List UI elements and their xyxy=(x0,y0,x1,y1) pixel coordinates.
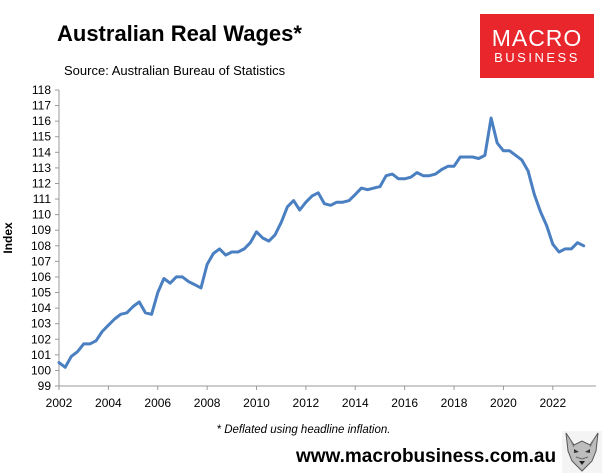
y-tick-label: 117 xyxy=(32,99,51,113)
logo-top-text: MACRO xyxy=(491,25,583,51)
website-link[interactable]: www.macrobusiness.com.au xyxy=(296,446,557,467)
wolf-icon xyxy=(562,431,602,473)
y-tick-label: 116 xyxy=(32,114,51,128)
series-line-real-wages xyxy=(57,116,586,369)
y-tick-label: 107 xyxy=(31,254,51,268)
y-axis-title: Index xyxy=(1,222,15,254)
y-tick-label: 110 xyxy=(32,208,51,222)
chart-subtitle: Source: Australian Bureau of Statistics xyxy=(64,63,286,78)
x-tick-label: 2014 xyxy=(342,396,369,410)
y-tick-label: 104 xyxy=(31,301,51,315)
x-tick-label: 2016 xyxy=(391,396,418,410)
y-tick-label: 100 xyxy=(31,363,51,377)
x-tick-label: 2008 xyxy=(194,396,221,410)
series-group xyxy=(57,116,586,369)
y-tick-label: 115 xyxy=(32,130,51,144)
y-tick-label: 99 xyxy=(38,379,52,393)
x-tick-label: 2018 xyxy=(441,396,468,410)
x-tick-label: 2010 xyxy=(243,396,270,410)
macrobusiness-logo: MACRO BUSINESS xyxy=(480,14,594,78)
y-tick-label: 114 xyxy=(32,145,51,159)
chart-title: Australian Real Wages* xyxy=(57,21,302,46)
y-tick-label: 109 xyxy=(31,223,51,237)
x-tick-label: 2002 xyxy=(46,396,73,410)
y-tick-label: 106 xyxy=(31,270,51,284)
y-tick-label: 118 xyxy=(32,83,51,97)
logo-bottom-text: BUSINESS xyxy=(494,50,580,65)
y-tick-label: 102 xyxy=(31,332,51,346)
x-tick-label: 2022 xyxy=(539,396,566,410)
x-tick-label: 2020 xyxy=(490,396,517,410)
y-tick-label: 112 xyxy=(32,176,51,190)
x-tick-label: 2004 xyxy=(95,396,122,410)
y-tick-label: 103 xyxy=(31,317,51,331)
y-tick-label: 111 xyxy=(33,192,52,206)
x-tick-label: 2006 xyxy=(144,396,171,410)
y-tick-label: 113 xyxy=(32,161,51,175)
x-axis: 2002 2004 2006 2008 2010 2012 2014 2016 2018 2020… xyxy=(46,385,596,410)
y-tick-label: 105 xyxy=(31,286,51,300)
footnote: * Deflated using headline inflation. xyxy=(216,424,391,436)
x-tick-label: 2012 xyxy=(293,396,320,410)
y-tick-label: 108 xyxy=(31,239,51,253)
y-tick-label: 101 xyxy=(31,348,51,362)
